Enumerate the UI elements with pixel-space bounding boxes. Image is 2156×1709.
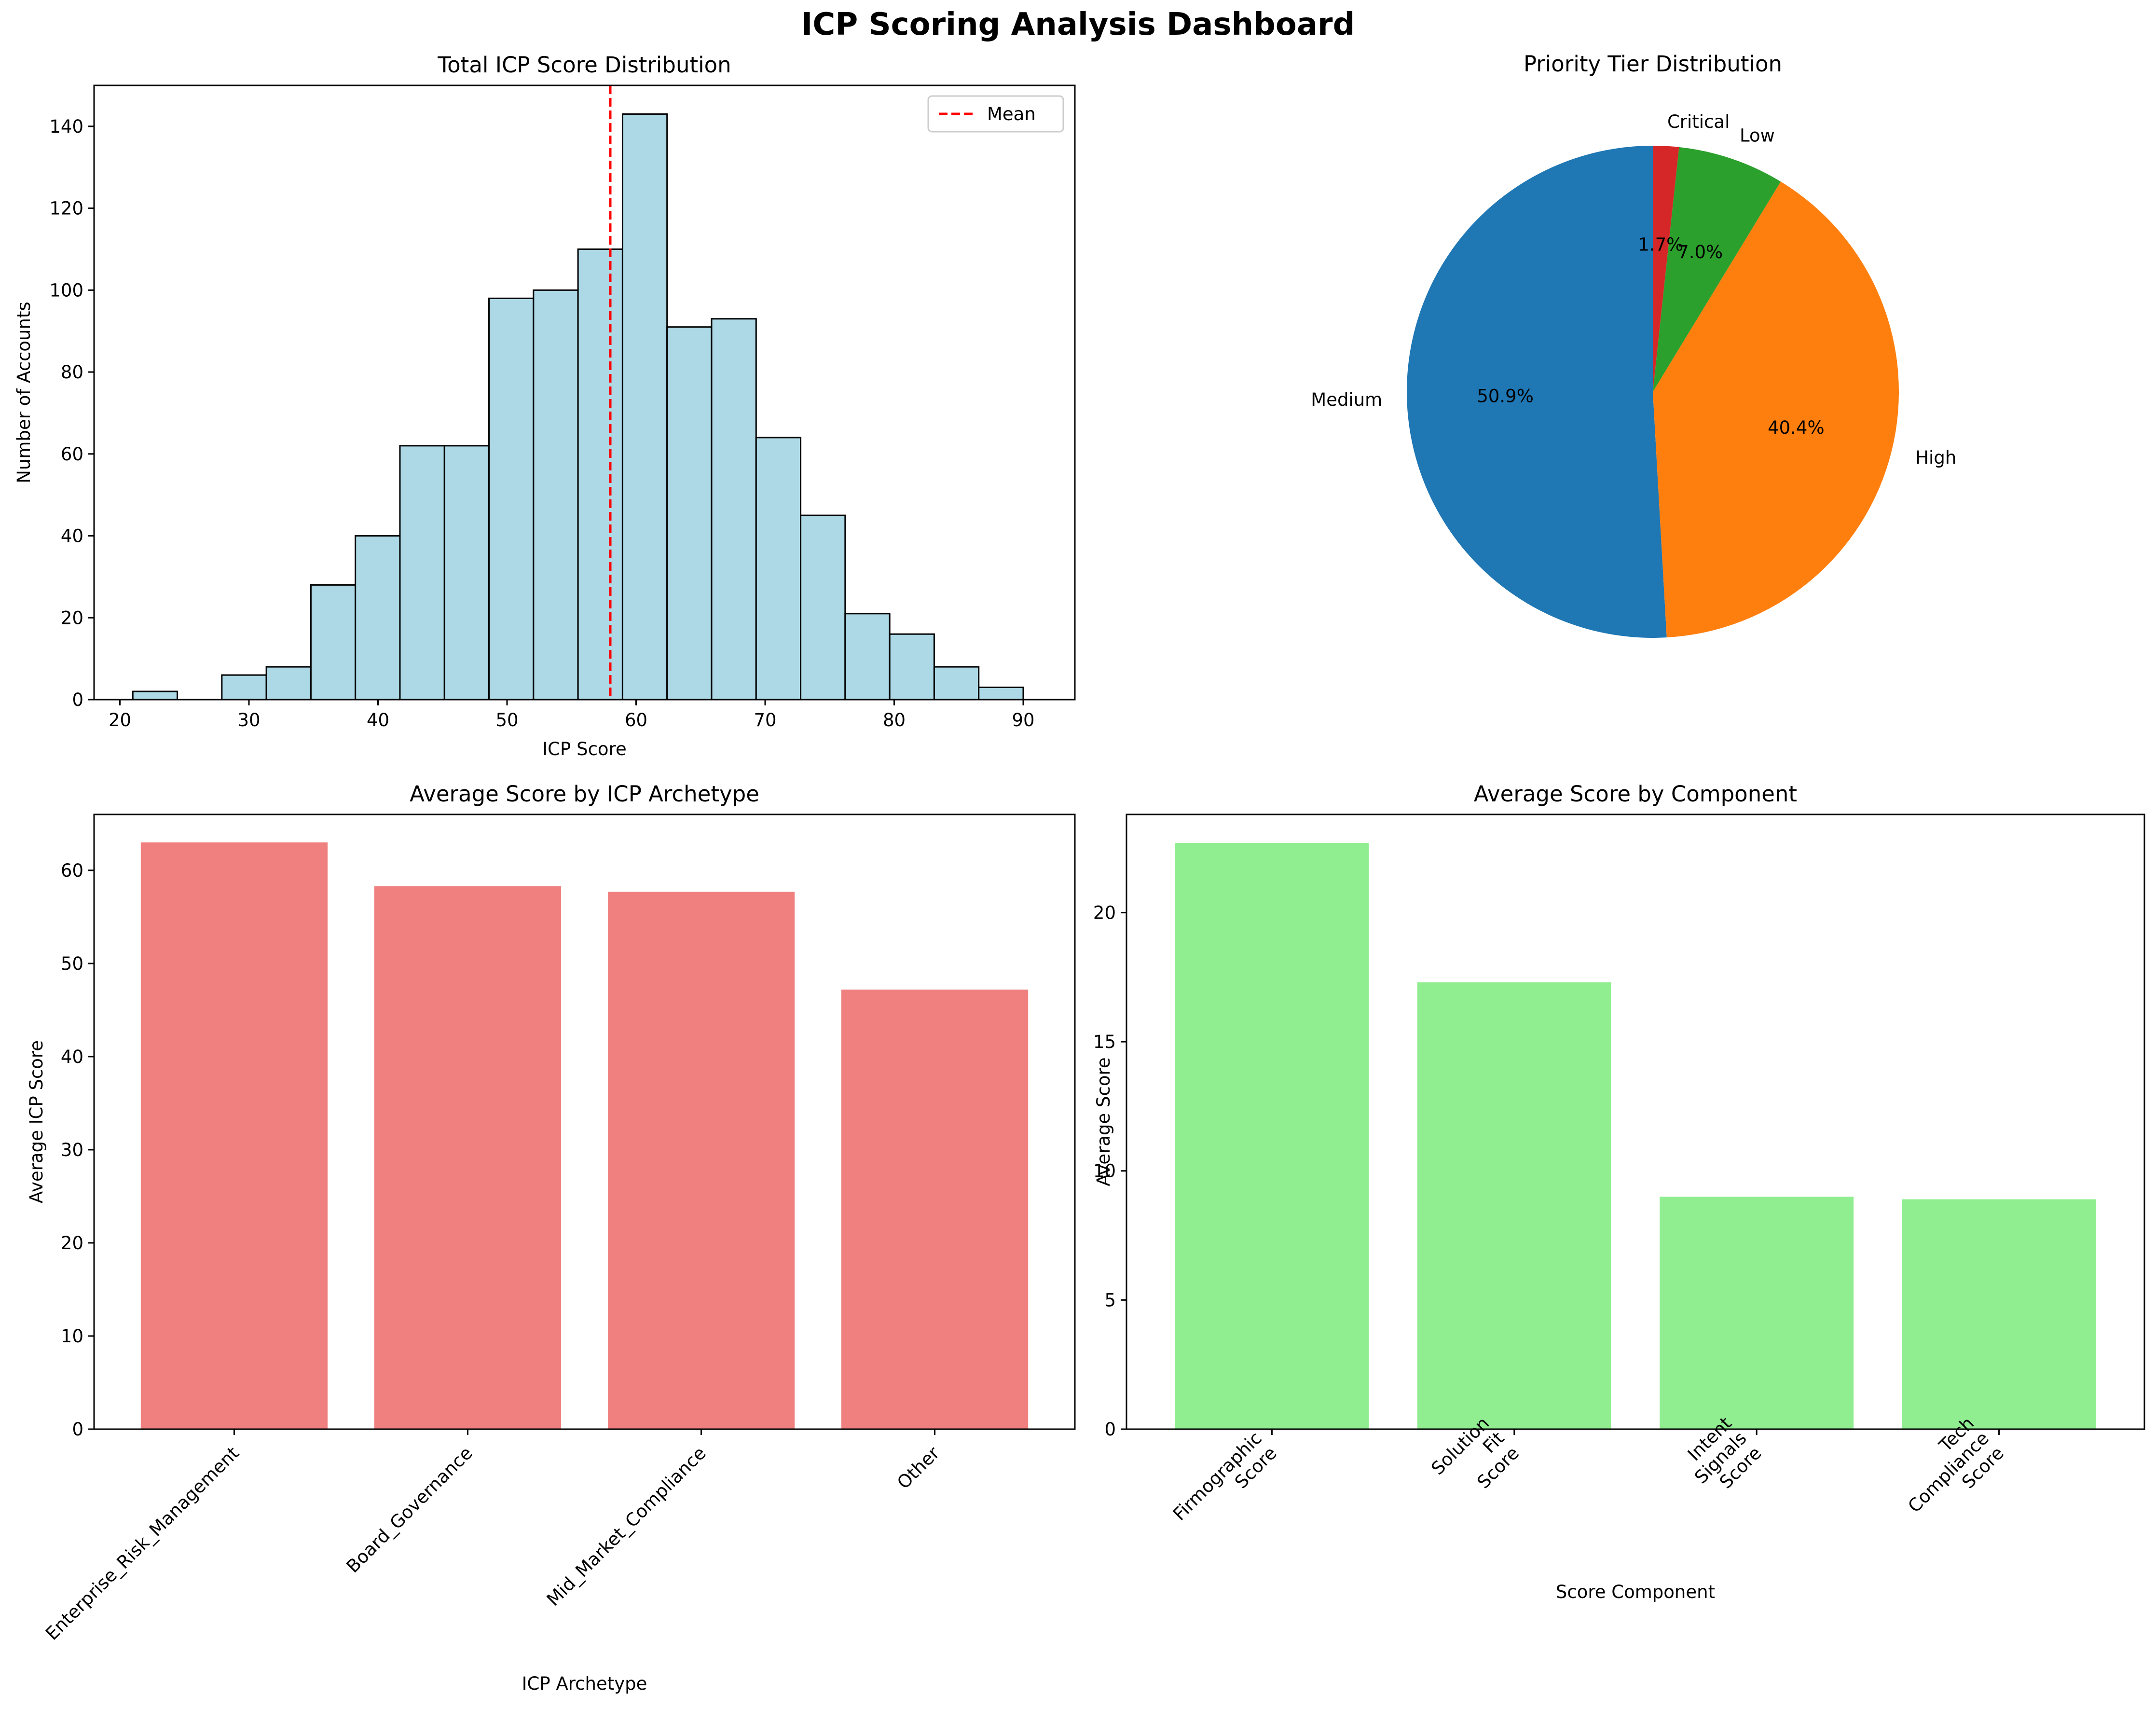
chart-title: Average Score by ICP Archetype bbox=[410, 781, 759, 807]
bar bbox=[607, 892, 795, 1429]
bar bbox=[1660, 1197, 1854, 1429]
y-tick-label: 0 bbox=[72, 1419, 83, 1440]
histogram-bar bbox=[221, 674, 267, 701]
histogram-bar bbox=[711, 318, 757, 701]
y-tick-label: 10 bbox=[1093, 1161, 1116, 1182]
x-tick-label: Other bbox=[893, 1442, 944, 1493]
y-tick-label: 0 bbox=[1104, 1419, 1116, 1440]
y-tick-label: 30 bbox=[61, 1140, 83, 1160]
x-axis-label: Score Component bbox=[1556, 1582, 1715, 1602]
y-tick-label: 60 bbox=[61, 444, 83, 465]
axes-frame bbox=[93, 813, 1076, 1430]
x-axis-label: ICP Score bbox=[542, 739, 626, 759]
x-tick-label: 80 bbox=[883, 710, 906, 730]
y-axis-label: Average ICP Score bbox=[26, 1040, 47, 1203]
x-tick-label: TechComplianceScore bbox=[1889, 1413, 2008, 1531]
histogram-bar bbox=[889, 633, 935, 701]
pie-pct-label: 7.0% bbox=[1677, 242, 1723, 262]
histogram-bar bbox=[844, 613, 891, 701]
histogram-bar bbox=[621, 113, 668, 701]
x-tick-label: Enterprise_Risk_Management bbox=[41, 1443, 243, 1644]
histogram-bar bbox=[577, 248, 623, 701]
y-tick-label: 100 bbox=[49, 280, 83, 301]
x-tick-label: Board_Governance bbox=[343, 1443, 477, 1577]
x-tick-label: 20 bbox=[109, 710, 131, 730]
pie-slice bbox=[1653, 181, 1899, 638]
pie-slice-label: High bbox=[1915, 447, 1956, 468]
y-tick-label: 40 bbox=[61, 1047, 83, 1067]
histogram-bar bbox=[132, 690, 179, 701]
y-tick-label: 10 bbox=[61, 1326, 83, 1347]
pie-slice bbox=[1653, 146, 1679, 392]
pie-slice bbox=[1407, 146, 1667, 638]
histogram-bar bbox=[488, 297, 535, 701]
y-axis-label: Number of Accounts bbox=[14, 302, 34, 483]
bar bbox=[140, 842, 328, 1429]
pie-pct-label: 50.9% bbox=[1477, 386, 1534, 407]
pie-slice-label: Low bbox=[1740, 125, 1775, 146]
pie-slice-label: Medium bbox=[1311, 389, 1382, 410]
y-tick-label: 80 bbox=[61, 362, 83, 383]
histogram-bar bbox=[265, 666, 312, 701]
bar bbox=[1175, 842, 1369, 1429]
histogram-bar bbox=[443, 445, 490, 701]
histogram-bar bbox=[978, 687, 1024, 701]
y-tick-label: 20 bbox=[61, 607, 83, 628]
histogram-bar bbox=[666, 326, 713, 701]
x-tick-label: 90 bbox=[1012, 710, 1034, 730]
y-tick-label: 5 bbox=[1104, 1290, 1116, 1310]
bar bbox=[841, 989, 1029, 1429]
pie-pct-label: 1.7% bbox=[1638, 234, 1683, 255]
y-tick-label: 50 bbox=[61, 953, 83, 974]
histogram-bar bbox=[310, 584, 357, 701]
axes-frame bbox=[1126, 813, 2145, 1430]
x-tick-label: 30 bbox=[237, 710, 260, 730]
histogram-bar bbox=[355, 535, 401, 701]
y-tick-label: 60 bbox=[61, 860, 83, 881]
y-tick-label: 20 bbox=[1093, 902, 1116, 923]
pie-slice-label: Critical bbox=[1667, 111, 1730, 132]
x-tick-label: 50 bbox=[495, 710, 518, 730]
pie-slice bbox=[1653, 147, 1781, 392]
x-axis-label: ICP Archetype bbox=[522, 1673, 647, 1694]
y-tick-label: 20 bbox=[61, 1233, 83, 1254]
y-axis-label: Average Score bbox=[1093, 1057, 1114, 1186]
y-tick-label: 120 bbox=[49, 198, 83, 219]
legend-box bbox=[927, 95, 1064, 133]
histogram-bar bbox=[800, 514, 846, 701]
histogram-bar bbox=[533, 289, 579, 701]
y-tick-label: 40 bbox=[61, 526, 83, 547]
y-tick-label: 0 bbox=[72, 689, 83, 710]
chart-title: Total ICP Score Distribution bbox=[437, 52, 731, 78]
histogram-axes-frame bbox=[93, 84, 1076, 701]
y-tick-label: 140 bbox=[49, 116, 83, 137]
legend-mean-label: Mean bbox=[987, 104, 1036, 124]
histogram-bar bbox=[933, 666, 980, 701]
bar bbox=[1417, 982, 1611, 1429]
chart-title: Priority Tier Distribution bbox=[1524, 51, 1782, 77]
x-tick-label: 60 bbox=[625, 710, 647, 730]
y-tick-label: 15 bbox=[1093, 1032, 1116, 1052]
x-tick-label: 70 bbox=[754, 710, 776, 730]
x-tick-label: 40 bbox=[367, 710, 389, 730]
dashboard-title: ICP Scoring Analysis Dashboard bbox=[801, 7, 1355, 42]
x-tick-label: Mid_Market_Compliance bbox=[543, 1443, 710, 1610]
bar bbox=[374, 886, 562, 1429]
chart-title: Average Score by Component bbox=[1474, 781, 1797, 807]
x-tick-label: FirmographicScore bbox=[1169, 1428, 1281, 1540]
histogram-bar bbox=[755, 437, 802, 701]
pie-pct-label: 40.4% bbox=[1768, 417, 1825, 438]
bar bbox=[1902, 1199, 2096, 1429]
histogram-bar bbox=[399, 445, 445, 701]
